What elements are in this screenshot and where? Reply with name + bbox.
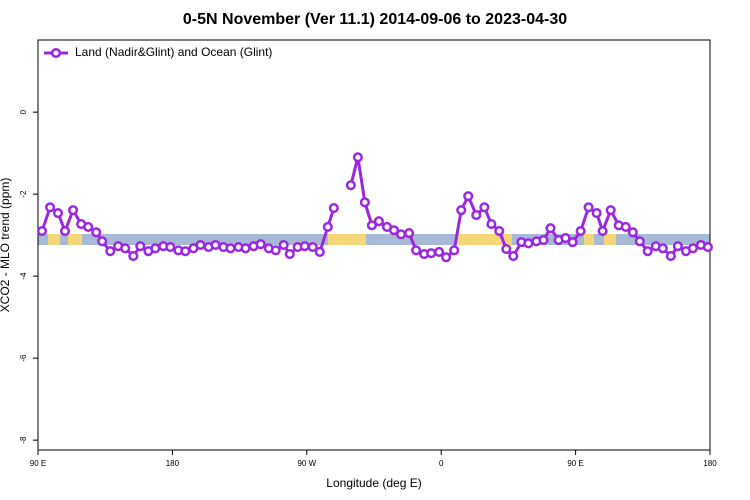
data-point <box>523 238 534 249</box>
x-tick-label: 90 E <box>30 459 46 468</box>
x-tick-label: 0 <box>439 459 444 468</box>
data-point <box>314 246 325 258</box>
data-point <box>105 246 116 257</box>
data-point <box>68 205 79 216</box>
data-point <box>270 245 281 256</box>
land-band <box>68 234 82 245</box>
data-point <box>180 246 191 257</box>
land-band <box>456 234 512 245</box>
data-point <box>545 223 556 234</box>
land-band <box>328 234 366 245</box>
x-axis-label: Longitude (deg E) <box>326 476 421 490</box>
data-point <box>240 243 251 254</box>
x-tick-label: 90 W <box>297 459 316 468</box>
data-point <box>120 243 131 254</box>
data-point <box>597 226 608 237</box>
data-point <box>165 242 176 253</box>
data-point <box>97 236 108 247</box>
y-tick-label: -4 <box>19 272 28 280</box>
data-point <box>471 210 482 221</box>
data-point <box>449 245 460 256</box>
data-point <box>128 251 139 262</box>
data-point <box>91 227 102 238</box>
y-tick-label: -2 <box>19 190 28 198</box>
data-point <box>322 221 333 233</box>
y-tick-label: 0 <box>19 109 28 114</box>
data-point <box>627 227 638 238</box>
data-point <box>83 221 94 233</box>
ocean-band <box>38 234 710 245</box>
data-point <box>210 239 221 251</box>
x-tick-label: 90 E <box>567 459 583 468</box>
legend-marker <box>50 47 62 59</box>
y-tick-label: -6 <box>19 354 28 362</box>
data-point <box>634 236 645 247</box>
data-point <box>278 239 289 251</box>
land-band <box>584 234 594 245</box>
data-point <box>359 197 370 208</box>
data-point <box>328 203 339 214</box>
data-point <box>657 243 668 254</box>
x-tick-label: 180 <box>703 459 717 468</box>
legend-label: Land (Nadir&Glint) and Ocean (Glint) <box>75 45 272 59</box>
y-axis-label: XCO2 - MLO trend (ppm) <box>0 178 12 313</box>
data-point <box>463 191 474 202</box>
data-point <box>434 246 445 258</box>
data-point <box>479 202 490 213</box>
data-point <box>605 205 616 216</box>
data-point <box>36 226 48 237</box>
data-point <box>620 221 631 233</box>
data-point <box>575 226 586 237</box>
data-point <box>665 251 676 262</box>
y-tick-label: -8 <box>19 436 28 444</box>
data-point <box>135 241 146 252</box>
data-point <box>591 207 602 219</box>
data-point <box>45 202 56 213</box>
data-point <box>59 226 71 237</box>
land-band <box>604 234 616 245</box>
data-point <box>426 248 437 259</box>
data-point <box>560 232 571 244</box>
data-point <box>567 237 578 248</box>
data-point <box>255 239 266 250</box>
data-point <box>441 252 452 263</box>
data-point <box>456 205 467 216</box>
data-point <box>345 180 356 191</box>
data-point <box>284 248 295 260</box>
data-point <box>52 207 64 219</box>
data-point <box>494 226 505 237</box>
data-point <box>299 241 310 252</box>
data-point <box>388 225 400 236</box>
x-tick-label: 180 <box>166 459 180 468</box>
data-point <box>486 219 497 230</box>
data-point <box>642 246 653 257</box>
data-point <box>307 242 318 253</box>
data-point <box>366 220 377 231</box>
data-point <box>538 235 549 246</box>
data-point <box>687 243 699 254</box>
data-point <box>404 228 415 239</box>
data-point <box>702 242 713 253</box>
data-point <box>411 245 422 256</box>
data-point <box>225 243 236 254</box>
land-ocean-strip <box>38 234 710 245</box>
data-point <box>395 229 407 240</box>
data-point <box>508 251 519 262</box>
data-point <box>583 202 594 213</box>
data-point <box>150 243 161 254</box>
data-point <box>195 239 206 251</box>
chart-title: 0-5N November (Ver 11.1) 2014-09-06 to 2… <box>183 11 567 28</box>
data-point <box>352 152 363 163</box>
data-point <box>672 241 683 252</box>
data-point <box>373 216 384 227</box>
data-point <box>501 244 512 255</box>
land-band <box>48 234 60 245</box>
